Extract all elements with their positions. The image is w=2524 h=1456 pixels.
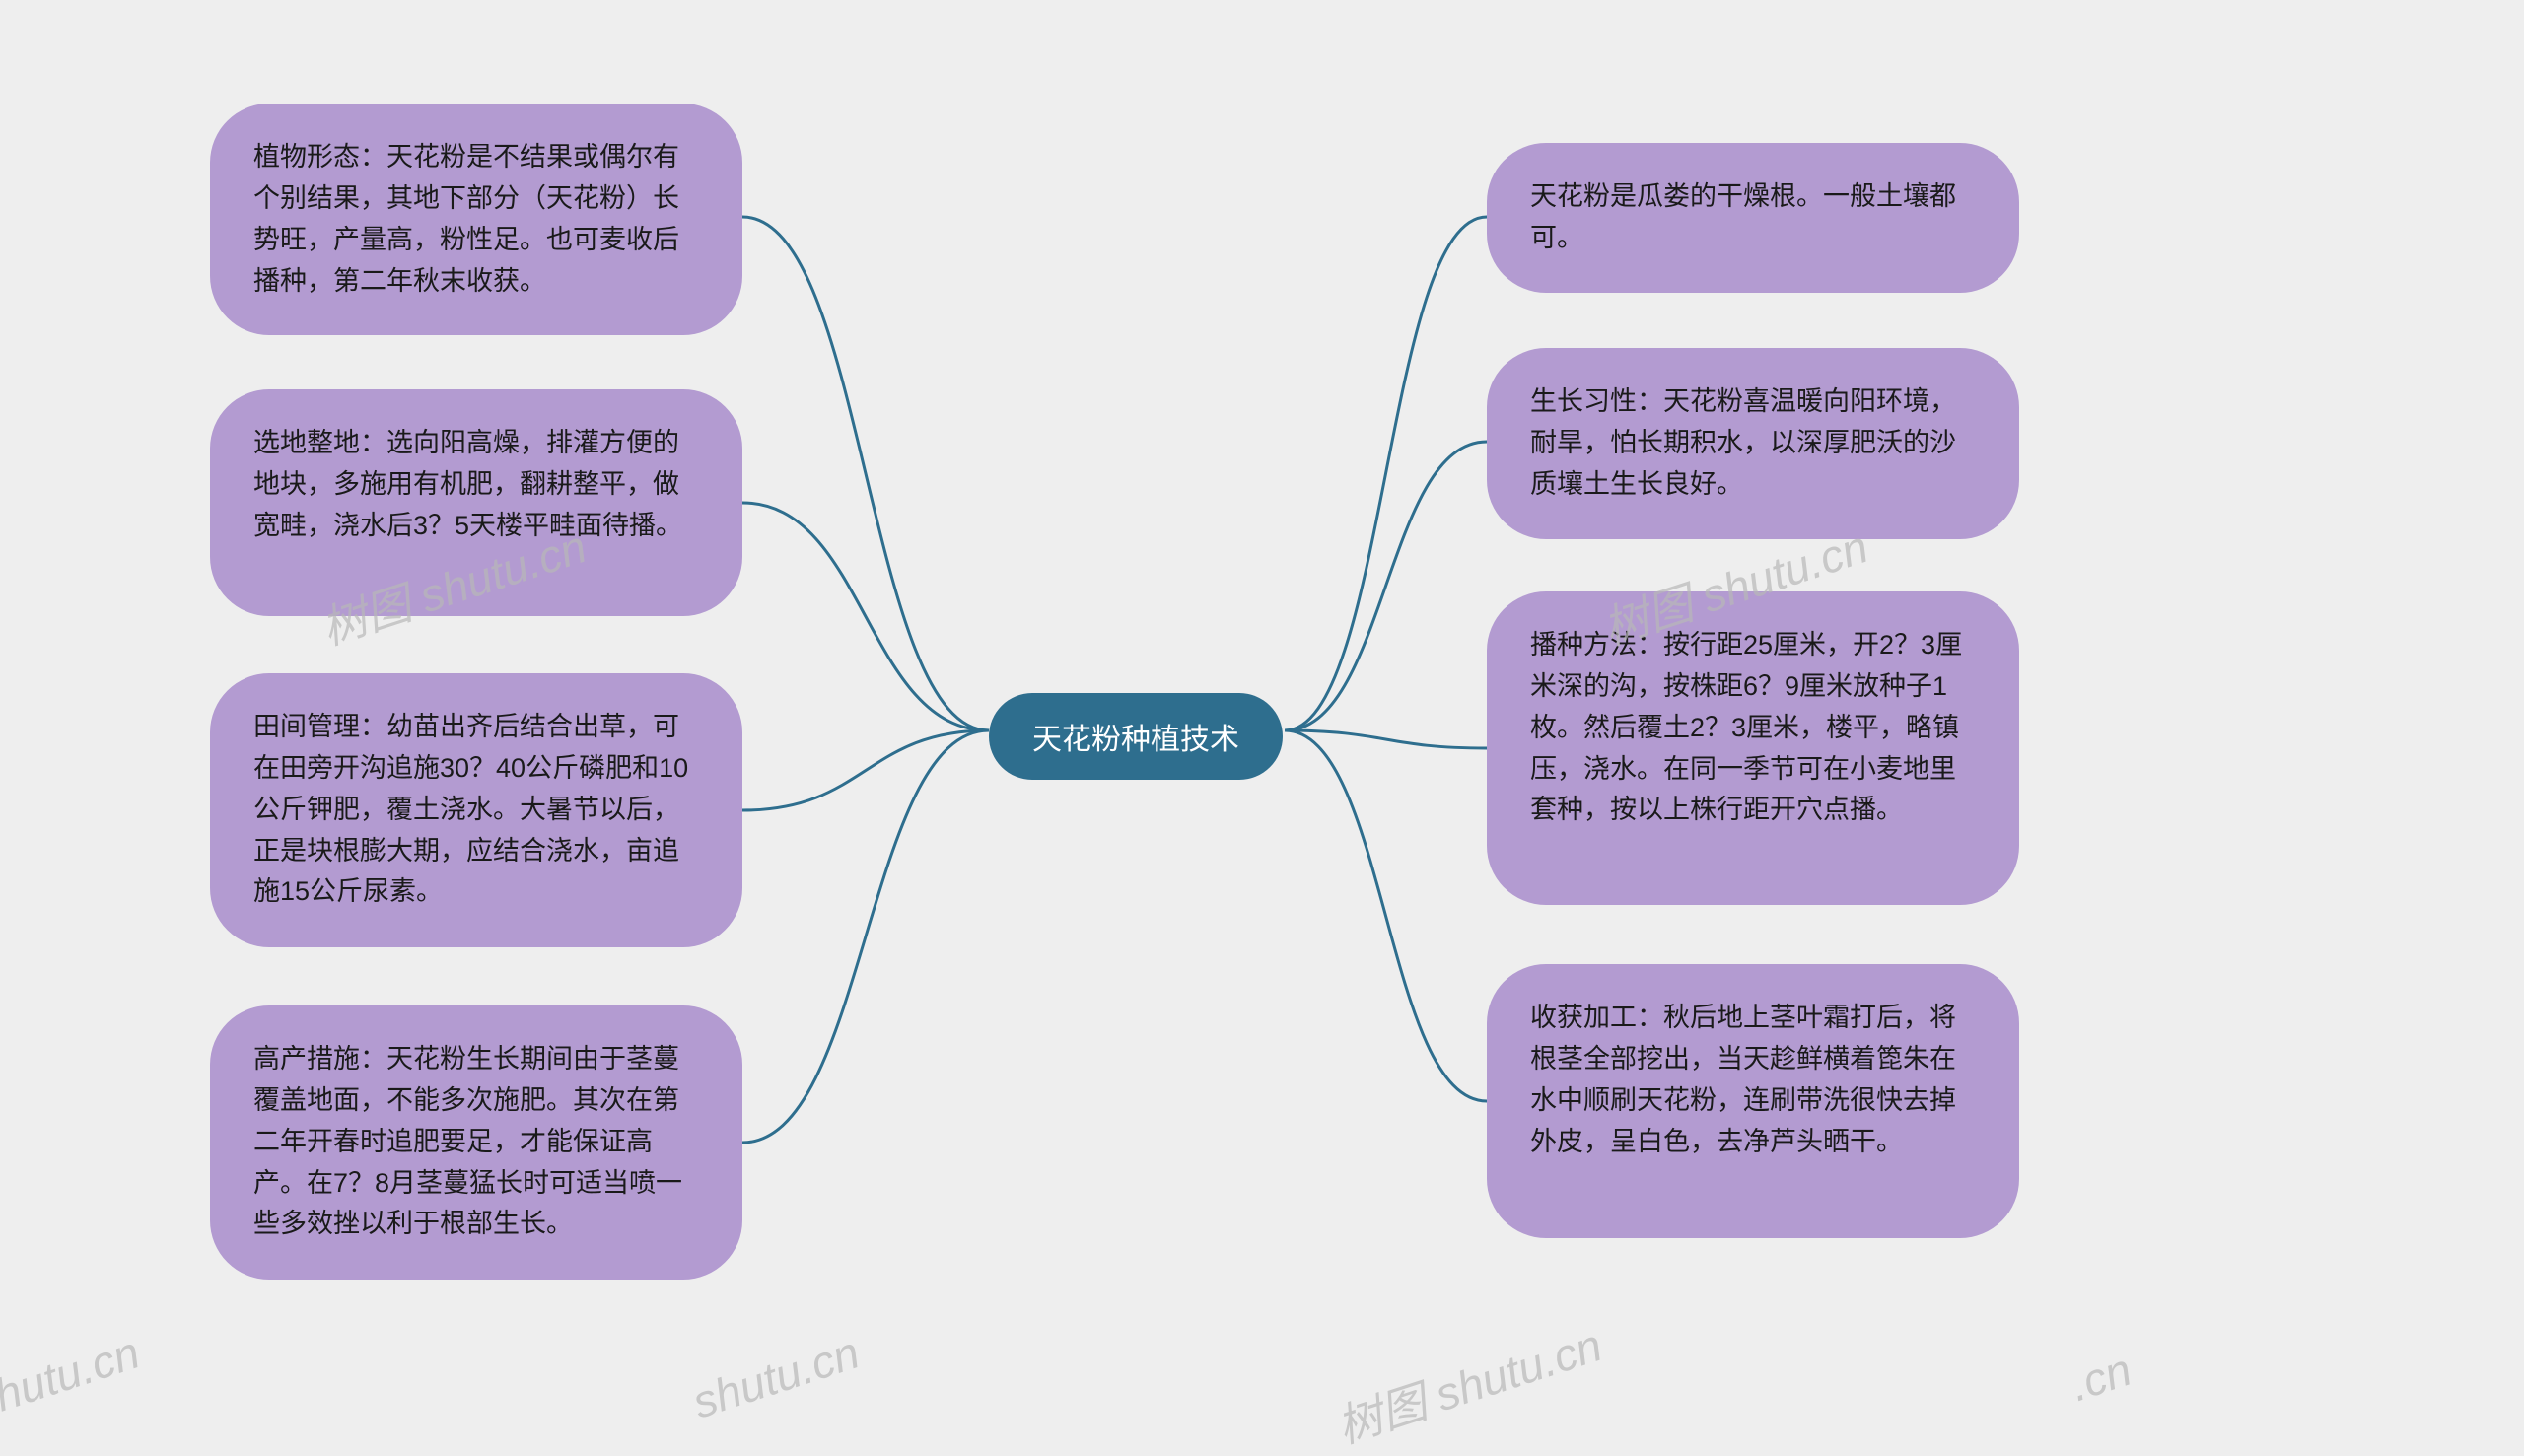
- watermark: shutu.cn: [686, 1325, 866, 1428]
- watermark: .cn: [2064, 1343, 2138, 1412]
- branch-left-3: 高产措施：天花粉生长期间由于茎蔓覆盖地面，不能多次施肥。其次在第二年开春时追肥要…: [210, 1005, 742, 1280]
- branch-left-0: 植物形态：天花粉是不结果或偶尔有个别结果，其地下部分（天花粉）长势旺，产量高，粉…: [210, 104, 742, 335]
- branch-left-2: 田间管理：幼苗出齐后结合出草，可在田旁开沟追施30？40公斤磷肥和10公斤钾肥，…: [210, 673, 742, 947]
- mindmap-canvas: 天花粉种植技术 植物形态：天花粉是不结果或偶尔有个别结果，其地下部分（天花粉）长…: [0, 0, 2524, 1434]
- branch-right-0: 天花粉是瓜娄的干燥根。一般土壤都可。: [1487, 143, 2019, 293]
- watermark: shutu.cn: [0, 1325, 146, 1428]
- branch-left-1: 选地整地：选向阳高燥，排灌方便的地块，多施用有机肥，翻耕整平，做宽畦，浇水后3？…: [210, 389, 742, 616]
- branch-right-1: 生长习性：天花粉喜温暖向阳环境，耐旱，怕长期积水，以深厚肥沃的沙质壤土生长良好。: [1487, 348, 2019, 539]
- center-node: 天花粉种植技术: [989, 693, 1283, 780]
- branch-right-2: 播种方法：按行距25厘米，开2？3厘米深的沟，按株距6？9厘米放种子1枚。然后覆…: [1487, 591, 2019, 905]
- branch-right-3: 收获加工：秋后地上茎叶霜打后，将根茎全部挖出，当天趁鲜横着箆朱在水中顺刷天花粉，…: [1487, 964, 2019, 1238]
